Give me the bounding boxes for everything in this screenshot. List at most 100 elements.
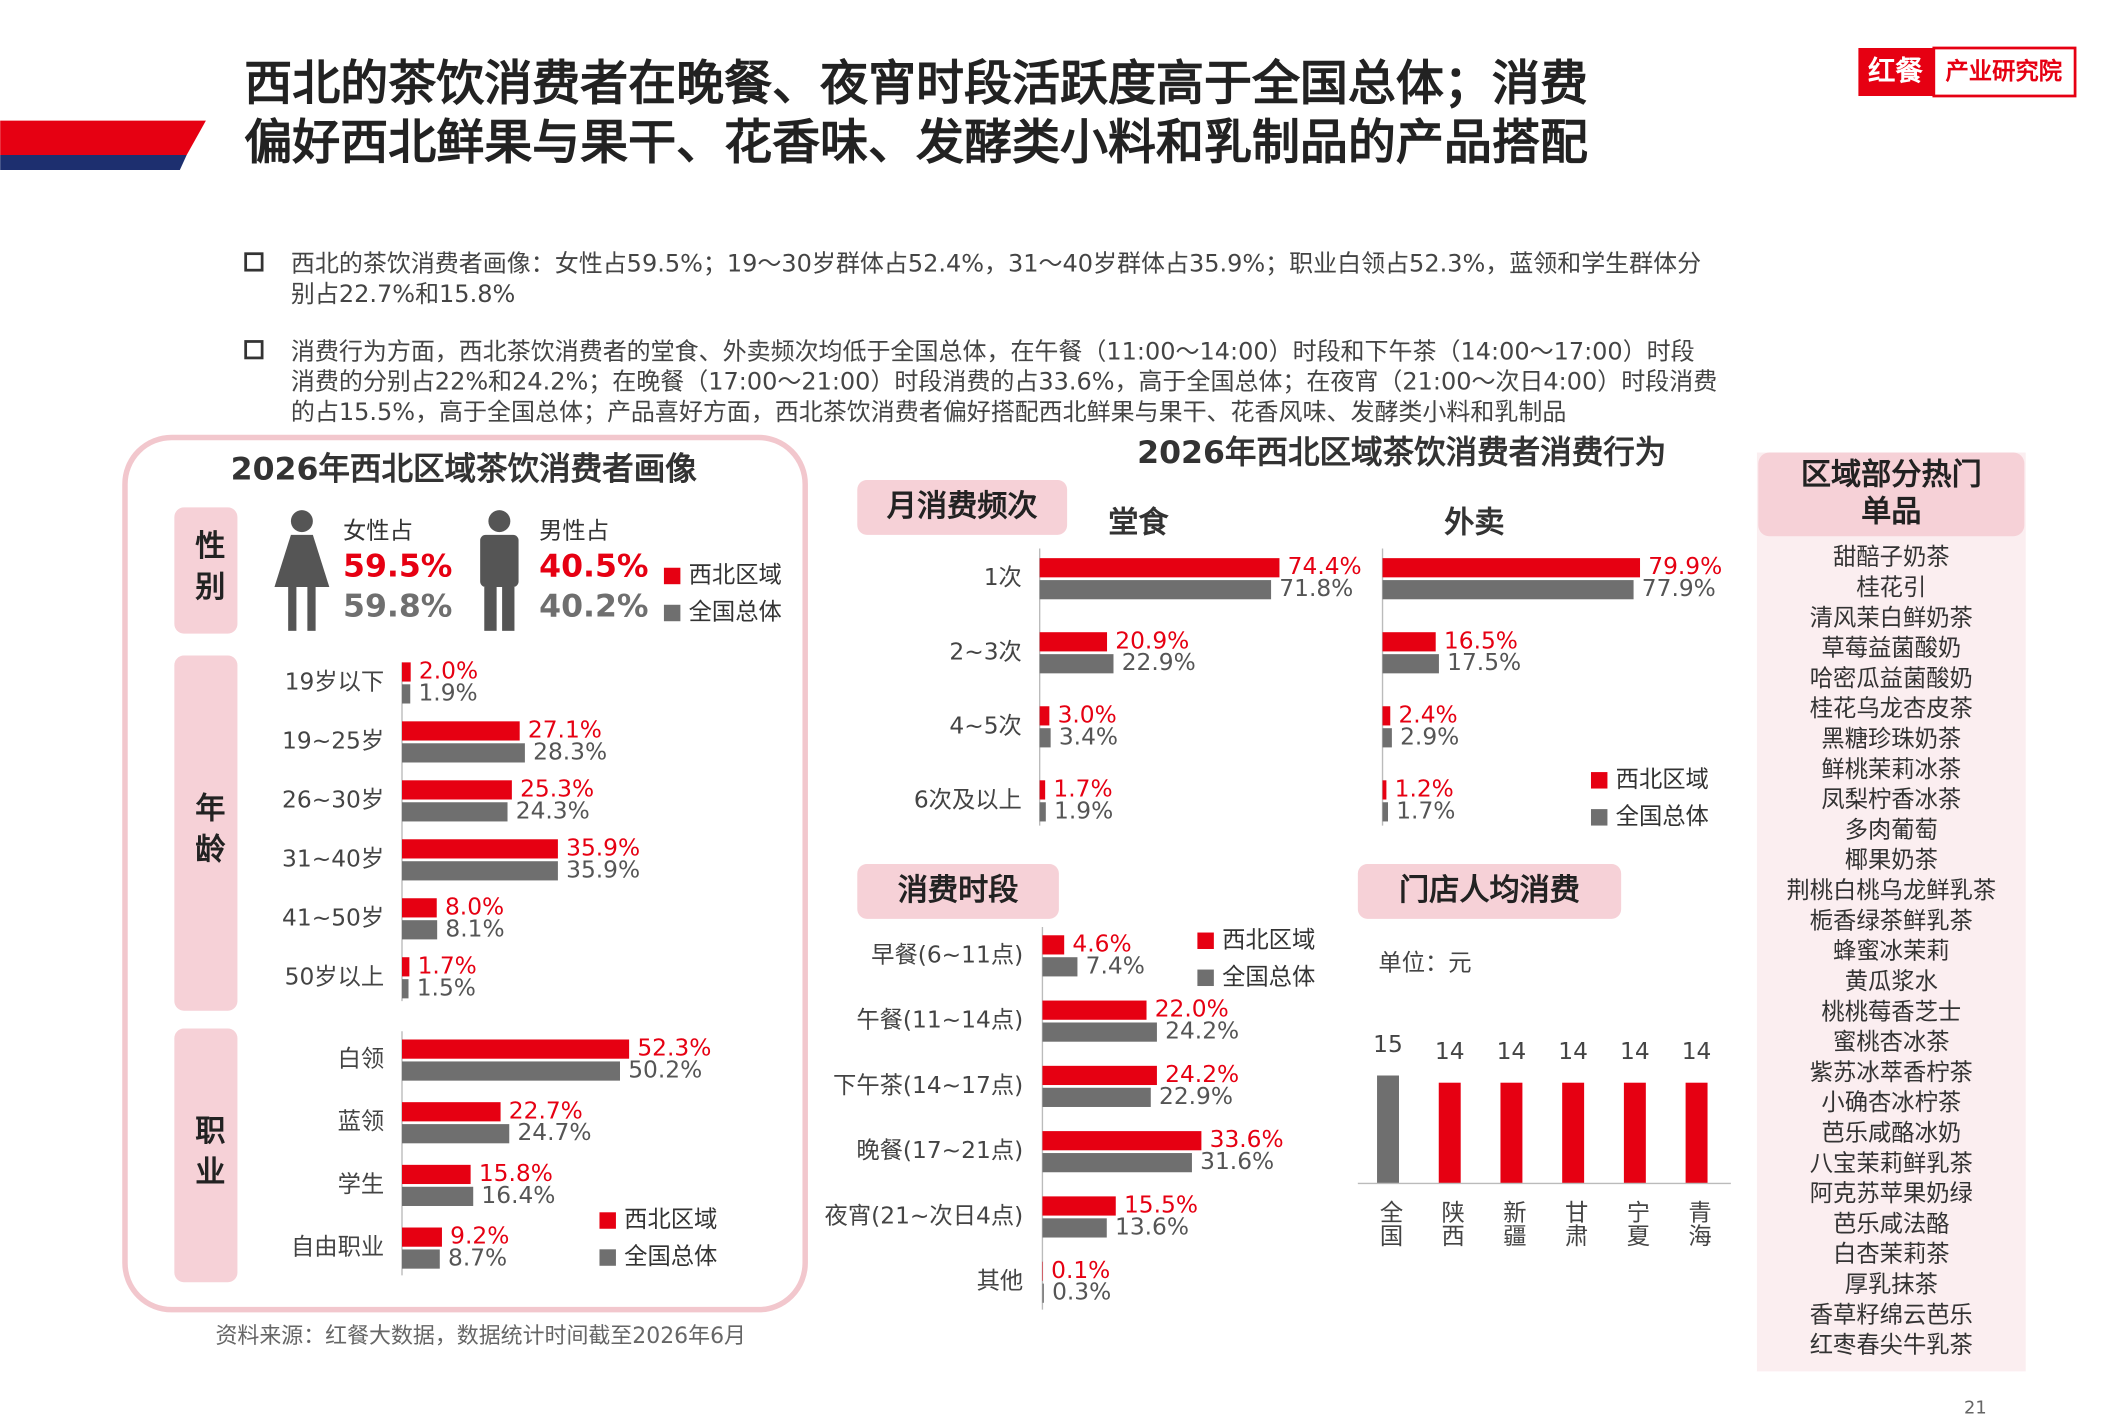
legend-label: 西北区域 <box>624 1206 717 1233</box>
bar <box>401 1102 501 1122</box>
category-label: 19岁以下 <box>285 668 385 695</box>
legend-swatch <box>1590 772 1608 789</box>
legend-label: 全国总体 <box>1616 803 1709 830</box>
value-label: 1.7% <box>418 952 477 979</box>
value-label: 2.0% <box>419 657 478 684</box>
gender-value: 59.5% <box>343 549 452 585</box>
hot-item: 桂花乌龙杏皮茶 <box>1810 695 1973 722</box>
bar <box>401 721 520 741</box>
bullet-text: 别占22.7%和15.8% <box>291 280 515 308</box>
value-label: 22.9% <box>1159 1083 1233 1110</box>
value-label: 16.5% <box>1444 627 1518 654</box>
bar <box>1382 706 1391 726</box>
hot-items-panel <box>1756 452 2026 1372</box>
value-label: 79.9% <box>1648 553 1722 580</box>
hot-item: 荆桃白桃乌龙鲜乳茶 <box>1786 877 1996 904</box>
hot-item: 凤梨柠香冰茶 <box>1821 786 1961 813</box>
bar <box>1039 706 1050 726</box>
gender-value: 40.5% <box>539 549 648 585</box>
value-label: 15 <box>1373 1031 1403 1058</box>
logo-box <box>1932 46 2077 98</box>
bullet-text: 消费行为方面，西北茶饮消费者的堂食、外卖频次均低于全国总体，在午餐（11:00～… <box>291 337 1695 365</box>
male-icon <box>480 510 519 631</box>
category-label: 陕西 <box>1437 1199 1464 1246</box>
bar <box>1039 802 1046 822</box>
value-label: 33.6% <box>1210 1126 1284 1153</box>
bar <box>1042 1065 1157 1086</box>
value-label: 16.4% <box>481 1182 555 1209</box>
hot-item: 桂花引 <box>1856 574 1926 601</box>
value-label: 1.9% <box>418 679 477 706</box>
value-label: 28.3% <box>533 738 607 765</box>
hot-items-header <box>1758 452 2025 537</box>
bar <box>1042 1283 1044 1303</box>
heading-label: 消费时段 <box>898 872 1019 908</box>
hot-item: 哈密瓜益菌酸奶 <box>1810 665 1973 692</box>
bar <box>401 861 558 881</box>
value-label: 8.7% <box>448 1245 507 1272</box>
bar <box>1039 580 1272 600</box>
bar <box>401 1164 471 1185</box>
value-label: 9.2% <box>450 1223 509 1250</box>
value-label: 7.4% <box>1086 952 1145 979</box>
bar <box>1042 1087 1151 1107</box>
heading-label: 月消费频次 <box>887 489 1038 524</box>
value-label: 8.0% <box>445 893 504 920</box>
category-label: 自由职业 <box>291 1234 384 1261</box>
hot-item: 芭乐咸酪冰奶 <box>1821 1119 1961 1146</box>
bar <box>401 743 525 763</box>
value-label: 22.9% <box>1122 649 1196 676</box>
value-label: 14 <box>1558 1038 1588 1065</box>
bar <box>401 1186 474 1206</box>
legend-label: 全国总体 <box>1222 963 1315 990</box>
value-label: 14 <box>1620 1038 1650 1065</box>
bar <box>1685 1082 1708 1184</box>
category-label: 其他 <box>977 1268 1024 1295</box>
value-label: 74.4% <box>1288 553 1362 580</box>
heading-label: 门店人均消费 <box>1399 873 1580 908</box>
hot-item: 清风茉白鲜奶茶 <box>1810 604 1973 631</box>
legend-swatch <box>1590 809 1608 826</box>
value-label: 35.9% <box>566 856 640 883</box>
value-label: 1.2% <box>1395 775 1454 802</box>
hot-item: 阿克苏苹果奶绿 <box>1810 1180 1973 1207</box>
bar <box>1438 1082 1461 1184</box>
hot-item: 栀香绿茶鲜乳茶 <box>1810 907 1973 934</box>
hot-item: 黄瓜浆水 <box>1845 968 1938 995</box>
hot-item: 白杏茉莉茶 <box>1833 1241 1949 1268</box>
bar <box>401 1061 621 1081</box>
bar <box>1500 1082 1523 1184</box>
page-title: 西北的茶饮消费者在晚餐、夜宵时段活跃度高于全国总体；消费 <box>244 55 1588 111</box>
legend-label: 全国总体 <box>624 1243 717 1270</box>
category-label: 甘肃 <box>1561 1199 1589 1246</box>
hot-title: 区域部分热门 <box>1801 457 1982 492</box>
category-label: 19~25岁 <box>282 727 384 754</box>
section-title: 2026年西北区域茶饮消费者消费行为 <box>1137 435 1666 471</box>
value-label: 24.3% <box>516 797 590 824</box>
hot-item: 紫苏冰萃香柠茶 <box>1810 1059 1973 1086</box>
value-label: 24.7% <box>517 1119 591 1146</box>
bar <box>401 1124 510 1144</box>
bar <box>1042 957 1078 977</box>
bar <box>1042 1022 1157 1042</box>
bar <box>401 1249 440 1269</box>
gender-value: 59.8% <box>343 589 452 625</box>
hot-item: 多肉葡萄 <box>1845 816 1938 843</box>
legend-label: 全国总体 <box>689 599 782 626</box>
value-label: 1.7% <box>1053 775 1112 802</box>
category-label: 青海 <box>1684 1199 1712 1246</box>
value-label: 77.9% <box>1642 575 1716 602</box>
value-label: 1.5% <box>417 974 476 1001</box>
hot-item: 甜醅子奶茶 <box>1833 544 1949 571</box>
category-label: 41~50岁 <box>282 904 384 931</box>
legend-swatch <box>1197 932 1214 949</box>
value-label: 14 <box>1682 1038 1712 1065</box>
bar <box>401 802 508 822</box>
value-label: 8.1% <box>445 915 504 942</box>
bar <box>1623 1082 1646 1184</box>
category-label: 午餐(11~14点) <box>856 1007 1023 1034</box>
hot-item: 小确杏冰柠茶 <box>1821 1089 1961 1116</box>
heading-label: 性别 <box>189 529 225 612</box>
hot-item: 黑糖珍珠奶茶 <box>1821 725 1961 752</box>
